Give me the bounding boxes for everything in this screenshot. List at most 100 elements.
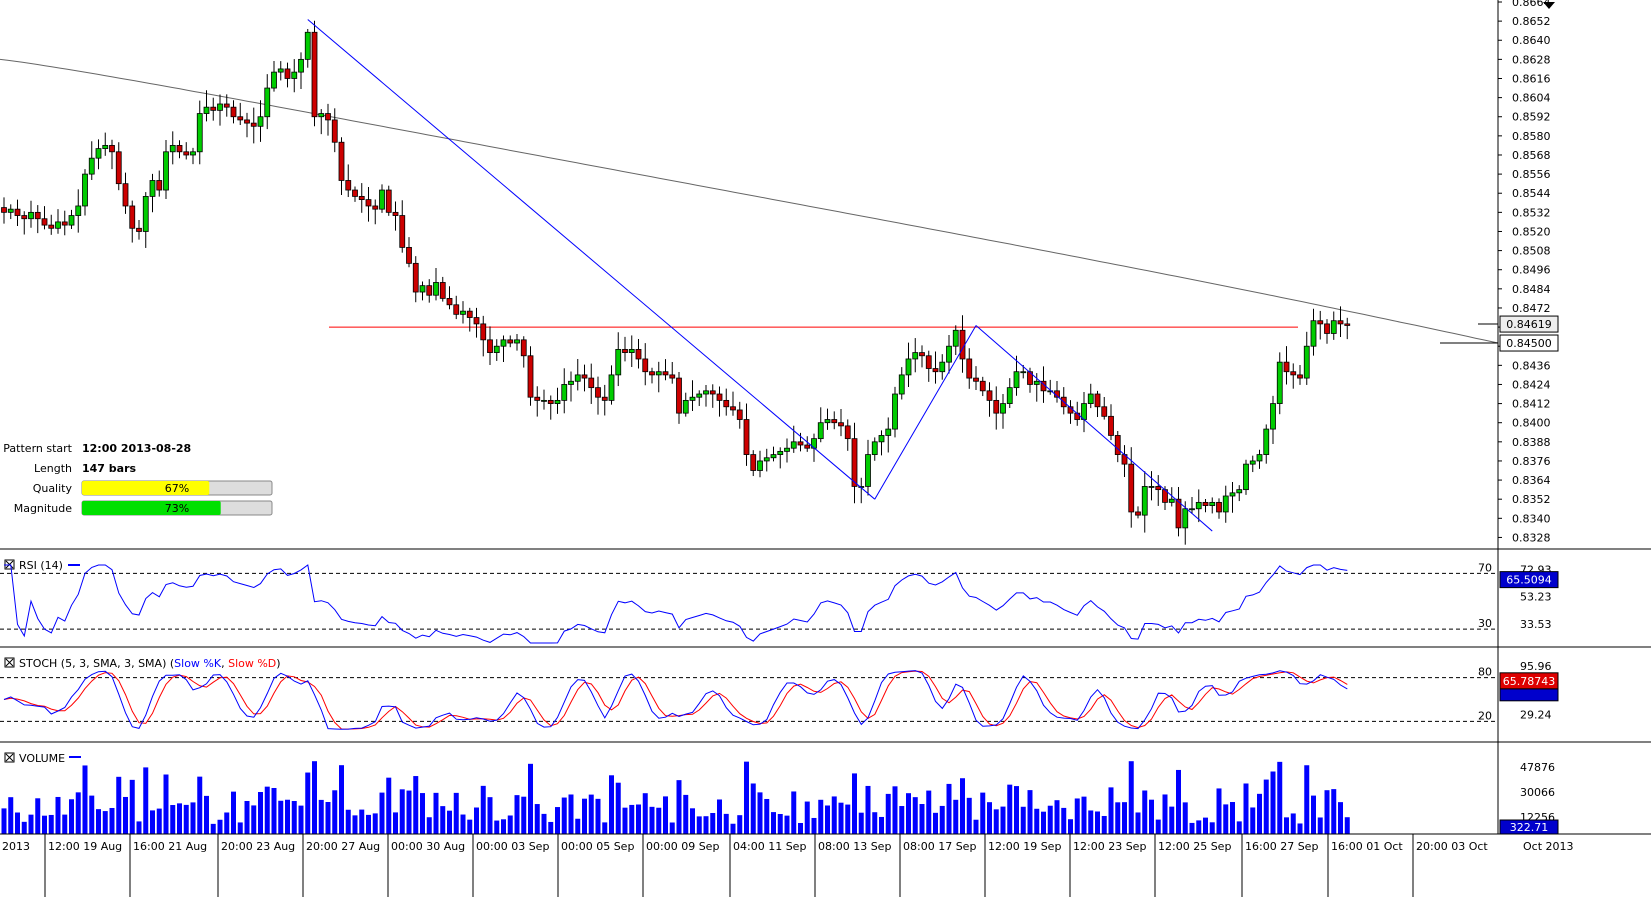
candle-body (730, 406, 736, 411)
candle-body (183, 151, 190, 156)
candle-body (426, 285, 433, 296)
stoch-level-label: 20 (1478, 709, 1492, 722)
candle-body (304, 31, 311, 60)
volume-bar (1000, 806, 1006, 834)
volume-bar (1027, 790, 1033, 834)
price-tick-label: 0.8472 (1512, 302, 1551, 315)
volume-bar (1243, 783, 1249, 834)
candle-body (264, 87, 271, 118)
volume-bar (1311, 795, 1316, 834)
volume-bar (42, 815, 47, 834)
candle-body (1256, 454, 1263, 462)
candle-body (115, 151, 122, 185)
volume-bar (1189, 822, 1195, 834)
volume-bar (123, 796, 128, 834)
candle-body (338, 141, 345, 181)
candle-body (95, 148, 102, 159)
candle-body (723, 399, 730, 408)
price-tick-label: 0.8532 (1512, 206, 1551, 219)
stoch-slow-d-line (3, 670, 1348, 730)
volume-bar (89, 795, 95, 834)
volume-bar (663, 796, 668, 834)
volume-bar (55, 796, 61, 834)
stoch-title-part: Slow %D (228, 657, 276, 670)
candle-body (392, 211, 399, 216)
rsi-level-label: 70 (1478, 561, 1492, 574)
candle-body (460, 310, 466, 315)
price-tick-label: 0.8508 (1512, 245, 1551, 258)
volume-bar (1101, 815, 1107, 834)
volume-bar (413, 776, 419, 834)
candle-body (1000, 403, 1006, 414)
info-bar-fill (82, 501, 221, 515)
stoch-title-part: , (221, 657, 228, 670)
candle-body (831, 419, 838, 424)
candle-body (500, 339, 507, 347)
candle-body (608, 374, 615, 401)
volume-bar (291, 801, 297, 834)
volume-bar (15, 812, 20, 834)
volume-bar (1169, 806, 1175, 834)
candle-body (1013, 371, 1020, 389)
candle-body (770, 454, 777, 459)
candle-body (838, 422, 844, 427)
volume-bar (420, 793, 425, 834)
volume-bar (730, 823, 736, 834)
candle-body (1209, 501, 1216, 506)
candle-body (892, 393, 898, 430)
rsi-tick-label: 53.23 (1520, 591, 1552, 604)
candle-body (109, 145, 115, 153)
candle-body (696, 393, 703, 398)
candle-body (399, 215, 406, 248)
candle-body (642, 358, 649, 373)
volume-bar (737, 815, 743, 834)
volume-bar (8, 797, 14, 834)
candle-body (1006, 387, 1013, 404)
candle-body (662, 371, 669, 376)
stoch-d-value-label: 65.78743 (1503, 675, 1556, 688)
scroll-marker-icon[interactable] (1543, 2, 1555, 9)
volume-bar (109, 807, 115, 834)
candle-body (169, 145, 176, 153)
volume-bar (62, 814, 68, 834)
volume-bar (514, 795, 520, 834)
candle-body (946, 345, 952, 363)
volume-bar (575, 818, 581, 834)
candle-body (1101, 406, 1108, 417)
candle-body (453, 304, 460, 315)
candle-body (622, 348, 628, 353)
price-panel: 0.8664 0.8652 0.8640 0.8628 0.8616 0.8604 0.85… (0, 0, 1559, 545)
candle-body (757, 460, 763, 471)
time-tick-label: 20:00 27 Aug (306, 840, 380, 853)
candle-body (1094, 393, 1101, 408)
candle-body (939, 361, 946, 373)
candle-body (1027, 371, 1033, 385)
volume-bar (28, 814, 34, 834)
volume-bar (609, 775, 614, 834)
candle-body (82, 173, 88, 207)
info-bar-fill (82, 481, 210, 495)
volume-bar (980, 792, 986, 834)
candle-body (736, 409, 743, 420)
candle-body (1216, 501, 1222, 513)
volume-bar (183, 804, 189, 834)
volume-bar (710, 812, 716, 834)
info-label: Magnitude (14, 502, 73, 515)
candle-body (466, 310, 473, 318)
candle-body (1290, 371, 1297, 376)
candle-body (68, 215, 75, 226)
candle-body (1, 207, 7, 213)
candle-body (574, 374, 581, 382)
candle-body (763, 457, 770, 462)
candle-body (1324, 323, 1330, 334)
volume-bar (372, 813, 378, 834)
price-tick-label: 0.8568 (1512, 149, 1551, 162)
candle-body (1263, 428, 1270, 455)
price-tick-label: 0.8376 (1512, 455, 1551, 468)
volume-bar (244, 800, 250, 834)
candle-body (568, 380, 574, 385)
volume-bar (467, 819, 473, 834)
candle-body (487, 339, 493, 353)
candle-body (88, 157, 95, 175)
